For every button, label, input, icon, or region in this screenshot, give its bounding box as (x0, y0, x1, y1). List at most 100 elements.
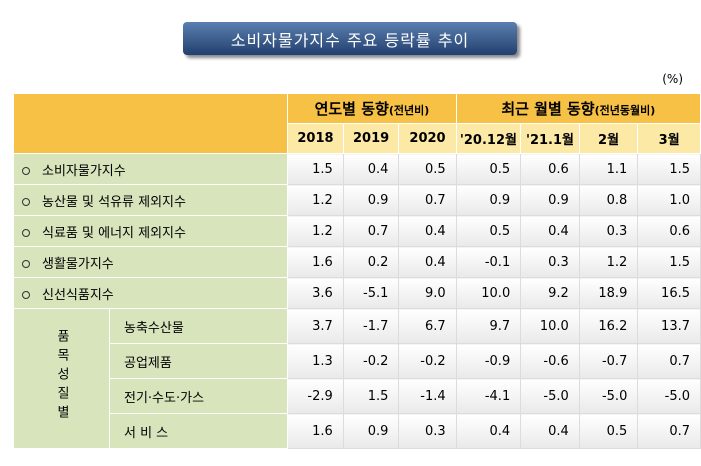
title-banner: 소비자물가지수 주요 등락률 추이 (183, 22, 517, 55)
row-label-cell: 신선식품지수 (12, 277, 289, 309)
value-cell: 0.8 (578, 184, 639, 216)
value-cell: 0.7 (342, 215, 400, 247)
value-cell: 1.2 (287, 215, 344, 247)
data-row: 품목성질별 농축수산물 3.7 -1.7 6.7 9.7 10.0 16.2 13.7 (13, 308, 701, 449)
value-cell: 0.5 (455, 153, 522, 185)
group-note: (전년동월비) (594, 104, 656, 117)
value-cell: 6.7 (398, 308, 457, 344)
row-label: 공업제품 (108, 343, 289, 379)
row-label: 신선식품지수 (42, 287, 114, 303)
value-cell: -5.0 (637, 378, 701, 414)
row-label: 소비자물가지수 (42, 163, 126, 179)
value-cell: -0.9 (455, 343, 522, 379)
value-cell: 1.1 (578, 153, 639, 185)
value-cell: 0.5 (578, 413, 639, 449)
value-cell: -0.2 (398, 343, 457, 379)
data-row: 생활물가지수 1.6 0.2 0.4 -0.1 0.3 1.2 1.5 (12, 246, 701, 278)
column-header: '20.12월 (455, 123, 522, 154)
value-cell: -2.9 (287, 378, 344, 414)
value-cell: 1.6 (287, 413, 344, 449)
data-row: 공업제품 1.3 -0.2 -0.2 -0.9 -0.6 -0.7 0.7 (14, 343, 701, 379)
column-header: 2018 (287, 123, 344, 154)
column-header: 3월 (637, 123, 701, 154)
value-cell: 3.7 (287, 308, 344, 344)
value-cell: 1.3 (287, 343, 344, 379)
value-cell: 0.3 (578, 215, 639, 247)
value-cell: 1.5 (637, 153, 701, 185)
value-cell: 1.2 (287, 184, 344, 216)
value-cell: 1.6 (287, 246, 344, 278)
bullet (22, 291, 30, 299)
group-title: 연도별 동향 (314, 100, 389, 118)
group-title: 최근 월별 동향 (501, 100, 595, 118)
value-cell: -4.1 (455, 378, 522, 414)
value-cell: 1.0 (637, 184, 701, 216)
data-row: 식료품 및 에너지 제외지수 1.2 0.7 0.4 0.5 0.4 0.3 0.6 (12, 215, 701, 247)
value-cell: 0.4 (520, 413, 580, 449)
row-label: 농축수산물 (108, 308, 289, 344)
value-cell: 1.5 (287, 153, 344, 185)
value-cell: 0.7 (398, 184, 457, 216)
value-cell: 0.9 (342, 184, 400, 216)
bullet (22, 198, 30, 206)
header-row: 연도별 동향(전년비) 최근 월별 동향(전년동월비) (12, 93, 701, 154)
group-label: 품목성질별 (54, 329, 69, 424)
header-row: 2018 2019 2020'20.12월 '21.1월 2월 3월 (14, 123, 701, 154)
value-cell: 0.3 (398, 413, 457, 449)
value-cell: 1.5 (342, 378, 400, 414)
value-cell: -1.4 (398, 378, 457, 414)
value-cell: 0.3 (520, 246, 580, 278)
unit-label: (%) (662, 72, 683, 86)
row-label: 농산물 및 석유류 제외지수 (42, 194, 186, 210)
value-cell: 0.9 (455, 184, 522, 216)
value-cell: 1.5 (637, 246, 701, 278)
column-header: '21.1월 (520, 123, 580, 154)
value-cell: 0.9 (520, 184, 580, 216)
header-corner (12, 93, 289, 154)
value-cell: 0.7 (637, 413, 701, 449)
value-cell: 9.2 (520, 277, 580, 309)
data-table: 연도별 동향(전년비) 최근 월별 동향(전년동월비) 2018 2019 2020'2… (12, 93, 701, 449)
data-row: 농산물 및 석유류 제외지수 1.2 0.9 0.7 0.9 0.9 0.8 1.0 (12, 184, 701, 216)
bullet (22, 260, 30, 268)
row-label: 전기·수도·가스 (108, 378, 289, 414)
row-label: 생활물가지수 (42, 256, 114, 272)
column-header: 2019 (342, 123, 400, 154)
bullet (22, 229, 30, 237)
value-cell: 10.0 (520, 308, 580, 344)
column-header: 2020 (398, 123, 457, 154)
bullet (22, 167, 30, 175)
data-row: 신선식품지수 3.6 -5.1 9.0 10.0 9.2 18.9 16.5 (12, 277, 701, 309)
value-cell: 0.9 (342, 413, 400, 449)
value-cell: 0.7 (637, 343, 701, 379)
row-label-cell: 농산물 및 석유류 제외지수 (12, 184, 289, 216)
row-label-cell: 식료품 및 에너지 제외지수 (12, 215, 289, 247)
value-cell: -0.7 (578, 343, 639, 379)
row-label-cell: 생활물가지수 (12, 246, 289, 278)
value-cell: 0.4 (455, 413, 522, 449)
value-cell: 9.0 (398, 277, 457, 309)
column-header: 2월 (578, 123, 639, 154)
value-cell: 0.4 (342, 153, 400, 185)
value-cell: 0.6 (520, 153, 580, 185)
value-cell: 1.2 (578, 246, 639, 278)
data-row: 소비자물가지수 1.5 0.4 0.5 0.5 0.6 1.1 1.5 (12, 153, 701, 185)
value-cell: 18.9 (578, 277, 639, 309)
row-label-cell: 소비자물가지수 (12, 153, 289, 185)
group-label-cell: 품목성질별 (13, 308, 110, 449)
value-cell: 16.5 (637, 277, 701, 309)
value-cell: 3.6 (287, 277, 344, 309)
value-cell: -0.2 (342, 343, 400, 379)
value-cell: 0.2 (342, 246, 400, 278)
value-cell: -5.0 (520, 378, 580, 414)
value-cell: -5.0 (578, 378, 639, 414)
value-cell: 16.2 (578, 308, 639, 344)
data-row: 전기·수도·가스 -2.9 1.5 -1.4 -4.1 -5.0 -5.0 -5.0 (14, 378, 701, 414)
value-cell: 0.4 (398, 215, 457, 247)
value-cell: 10.0 (455, 277, 522, 309)
header-group: 최근 월별 동향(전년동월비) (455, 93, 701, 124)
group-note: (전년비) (388, 104, 430, 117)
value-cell: 0.4 (520, 215, 580, 247)
value-cell: -5.1 (342, 277, 400, 309)
